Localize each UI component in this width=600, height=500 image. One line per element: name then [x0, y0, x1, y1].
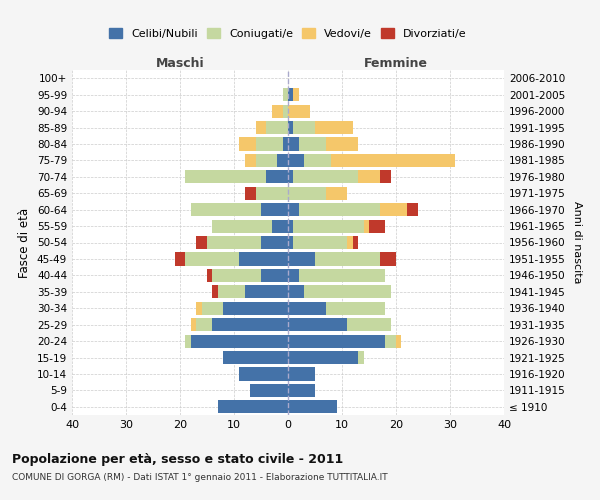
- Bar: [218, 400, 288, 413]
- Bar: [326, 302, 385, 315]
- Bar: [256, 186, 288, 200]
- Bar: [212, 269, 261, 282]
- Bar: [293, 121, 315, 134]
- Bar: [239, 138, 256, 150]
- Bar: [202, 302, 223, 315]
- Bar: [407, 203, 418, 216]
- Bar: [385, 334, 396, 347]
- Bar: [380, 203, 407, 216]
- Bar: [277, 154, 288, 167]
- Bar: [283, 88, 288, 101]
- Bar: [288, 236, 293, 249]
- Bar: [288, 400, 337, 413]
- Bar: [304, 154, 331, 167]
- Bar: [288, 186, 326, 200]
- Bar: [256, 154, 277, 167]
- Bar: [196, 302, 202, 315]
- Bar: [175, 252, 185, 266]
- Bar: [288, 318, 347, 331]
- Bar: [261, 203, 288, 216]
- Bar: [288, 138, 299, 150]
- Bar: [288, 334, 385, 347]
- Bar: [299, 203, 380, 216]
- Bar: [299, 269, 385, 282]
- Bar: [288, 220, 293, 232]
- Bar: [293, 236, 347, 249]
- Bar: [380, 252, 396, 266]
- Bar: [218, 285, 245, 298]
- Bar: [369, 220, 385, 232]
- Bar: [266, 121, 288, 134]
- Text: Maschi: Maschi: [155, 57, 205, 70]
- Bar: [256, 138, 283, 150]
- Bar: [288, 104, 310, 118]
- Bar: [396, 334, 401, 347]
- Bar: [261, 236, 288, 249]
- Bar: [245, 285, 288, 298]
- Bar: [239, 252, 288, 266]
- Bar: [288, 203, 299, 216]
- Bar: [353, 236, 358, 249]
- Bar: [223, 302, 288, 315]
- Bar: [288, 269, 299, 282]
- Bar: [185, 170, 266, 183]
- Bar: [304, 285, 391, 298]
- Text: COMUNE DI GORGA (RM) - Dati ISTAT 1° gennaio 2011 - Elaborazione TUTTITALIA.IT: COMUNE DI GORGA (RM) - Dati ISTAT 1° gen…: [12, 472, 388, 482]
- Bar: [288, 368, 315, 380]
- Bar: [288, 285, 304, 298]
- Bar: [207, 236, 261, 249]
- Bar: [347, 236, 353, 249]
- Y-axis label: Fasce di età: Fasce di età: [19, 208, 31, 278]
- Bar: [191, 318, 196, 331]
- Bar: [293, 170, 358, 183]
- Bar: [315, 252, 380, 266]
- Bar: [191, 334, 288, 347]
- Bar: [326, 138, 358, 150]
- Bar: [272, 220, 288, 232]
- Text: Popolazione per età, sesso e stato civile - 2011: Popolazione per età, sesso e stato civil…: [12, 452, 343, 466]
- Bar: [358, 170, 380, 183]
- Bar: [326, 186, 347, 200]
- Bar: [207, 269, 212, 282]
- Bar: [196, 318, 212, 331]
- Bar: [272, 104, 283, 118]
- Bar: [288, 154, 304, 167]
- Bar: [288, 252, 315, 266]
- Bar: [299, 138, 326, 150]
- Bar: [212, 220, 272, 232]
- Bar: [380, 170, 391, 183]
- Bar: [288, 170, 293, 183]
- Legend: Celibi/Nubili, Coniugati/e, Vedovi/e, Divorziati/e: Celibi/Nubili, Coniugati/e, Vedovi/e, Di…: [105, 24, 471, 44]
- Bar: [288, 121, 293, 134]
- Bar: [293, 220, 364, 232]
- Bar: [261, 269, 288, 282]
- Bar: [223, 351, 288, 364]
- Bar: [239, 368, 288, 380]
- Bar: [283, 138, 288, 150]
- Bar: [212, 285, 218, 298]
- Text: Femmine: Femmine: [364, 57, 428, 70]
- Bar: [185, 334, 191, 347]
- Bar: [331, 154, 455, 167]
- Bar: [288, 384, 315, 397]
- Bar: [347, 318, 391, 331]
- Bar: [245, 186, 256, 200]
- Y-axis label: Anni di nascita: Anni di nascita: [572, 201, 582, 284]
- Bar: [283, 104, 288, 118]
- Bar: [196, 236, 207, 249]
- Bar: [266, 170, 288, 183]
- Bar: [245, 154, 256, 167]
- Bar: [358, 351, 364, 364]
- Bar: [288, 88, 293, 101]
- Bar: [250, 384, 288, 397]
- Bar: [288, 351, 358, 364]
- Bar: [191, 203, 261, 216]
- Bar: [212, 318, 288, 331]
- Bar: [256, 121, 266, 134]
- Bar: [185, 252, 239, 266]
- Bar: [288, 302, 326, 315]
- Bar: [293, 88, 299, 101]
- Bar: [315, 121, 353, 134]
- Bar: [364, 220, 369, 232]
